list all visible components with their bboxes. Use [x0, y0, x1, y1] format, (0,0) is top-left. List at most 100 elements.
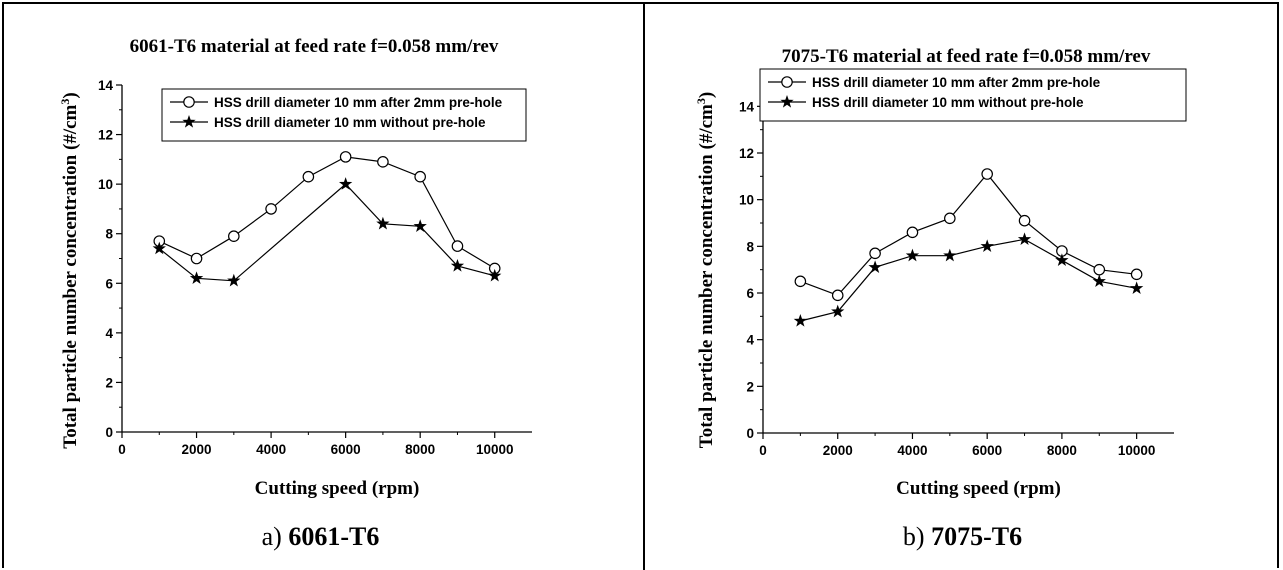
legend-label: HSS drill diameter 10 mm without pre-hol… [812, 95, 1084, 110]
y-axis-label-main: Total particle number concentration (#/c… [696, 104, 717, 448]
y-tick-label: 4 [105, 326, 113, 341]
legend-marker-star [182, 115, 196, 128]
series-line-1 [159, 156, 496, 269]
caption-a: a) 6061-T6 [0, 522, 641, 552]
data-point-star [152, 241, 166, 255]
data-point-circle [1018, 214, 1031, 227]
y-tick-label: 6 [105, 276, 113, 291]
caption-label: 6061-T6 [288, 522, 380, 551]
caption-prefix: a) [261, 522, 289, 551]
data-point-star [793, 314, 808, 327]
y-axis-label-main: Total particle number concentration (#/c… [60, 104, 81, 448]
y-axis-label-sup: 3 [694, 98, 708, 104]
data-point-star [943, 248, 957, 262]
x-tick-label: 4000 [256, 442, 286, 457]
y-axis-label: Total particle number concentration (#/c… [58, 92, 81, 448]
data-point-circle [869, 247, 881, 260]
chart-6061-t6: 6061-T6 material at feed rate f=0.058 mm… [58, 36, 532, 499]
y-tick-label: 6 [746, 286, 754, 301]
data-point-star [980, 239, 994, 252]
legend-box [161, 88, 527, 142]
panel-divider [643, 2, 645, 570]
data-point-star [868, 260, 882, 273]
data-point-star [488, 268, 502, 282]
x-tick-label: 2000 [823, 443, 853, 458]
data-point-circle [944, 212, 956, 225]
legend-box [759, 68, 1187, 122]
y-tick-label: 8 [105, 227, 113, 242]
data-point-circle [1093, 263, 1106, 276]
x-tick-label: 8000 [405, 442, 435, 457]
data-point-circle [265, 203, 277, 215]
legend-label: HSS drill diameter 10 mm after 2mm pre-h… [214, 95, 503, 110]
y-tick-label: 8 [746, 239, 754, 254]
y-tick-label: 10 [739, 193, 754, 208]
legend-marker-circle [183, 96, 195, 108]
x-axis-label: Cutting speed (rpm) [896, 478, 1061, 499]
data-point-circle [1130, 268, 1143, 281]
data-point-star [413, 219, 427, 232]
x-tick-label: 0 [759, 443, 767, 458]
data-point-star [376, 216, 390, 230]
x-tick-label: 4000 [897, 443, 927, 458]
y-tick-label: 12 [98, 128, 113, 143]
y-tick-label: 4 [746, 333, 754, 348]
chart-panel-a: 6061-T6 material at feed rate f=0.058 mm… [0, 0, 641, 570]
data-point-star [189, 271, 204, 284]
x-tick-label: 10000 [476, 442, 514, 457]
x-axis-label: Cutting speed (rpm) [255, 478, 420, 499]
y-tick-label: 0 [105, 425, 113, 440]
y-tick-label: 2 [105, 375, 113, 390]
y-axis-label-sup: 3 [58, 99, 72, 105]
data-point-star [1092, 274, 1106, 287]
y-tick-label: 2 [746, 379, 754, 394]
data-point-circle [451, 240, 464, 252]
y-tick-label: 14 [98, 78, 114, 93]
chart-title: 7075-T6 material at feed rate f=0.058 mm… [782, 46, 1151, 67]
data-point-star [1129, 281, 1144, 294]
y-tick-label: 12 [739, 146, 754, 161]
x-tick-label: 0 [118, 442, 126, 457]
legend-marker-star [780, 95, 794, 108]
y-tick-label: 0 [746, 426, 754, 441]
data-point-circle [302, 170, 315, 183]
y-tick-label: 10 [98, 177, 113, 192]
data-point-circle [906, 226, 919, 239]
x-tick-label: 2000 [182, 442, 212, 457]
data-point-circle [190, 252, 203, 265]
series-line-1 [800, 173, 1137, 297]
data-point-star [905, 248, 920, 262]
caption-label: 7075-T6 [931, 522, 1023, 551]
data-point-star [831, 304, 845, 318]
legend-marker-circle [781, 76, 793, 88]
x-tick-label: 6000 [972, 443, 1002, 458]
legend-label: HSS drill diameter 10 mm without pre-hol… [214, 115, 486, 130]
x-tick-label: 8000 [1047, 443, 1077, 458]
y-axis-label: Total particle number concentration (#/c… [694, 92, 717, 448]
y-axis-label-close: ) [60, 92, 81, 98]
data-point-circle [981, 168, 993, 180]
data-point-circle [794, 275, 807, 288]
chart-7075-t6: 7075-T6 material at feed rate f=0.058 mm… [694, 46, 1187, 499]
chart-panel-b: 7075-T6 material at feed rate f=0.058 mm… [642, 0, 1283, 570]
data-point-circle [339, 151, 352, 163]
data-point-circle [414, 170, 426, 183]
series-line-2 [158, 183, 495, 282]
data-point-star [227, 273, 241, 287]
caption-prefix: b) [902, 522, 932, 551]
chart-title: 6061-T6 material at feed rate f=0.058 mm… [130, 36, 499, 57]
data-point-star [450, 258, 465, 272]
x-tick-label: 6000 [331, 442, 361, 457]
data-point-circle [377, 156, 389, 168]
data-point-circle [228, 230, 240, 242]
legend-label: HSS drill diameter 10 mm after 2mm pre-h… [812, 75, 1101, 90]
series-line-2 [800, 238, 1137, 322]
x-tick-label: 10000 [1118, 443, 1156, 458]
y-tick-label: 14 [739, 99, 755, 114]
data-point-star [1055, 253, 1069, 266]
caption-b: b) 7075-T6 [642, 522, 1283, 552]
data-point-star [338, 177, 353, 190]
data-point-circle [831, 289, 844, 302]
